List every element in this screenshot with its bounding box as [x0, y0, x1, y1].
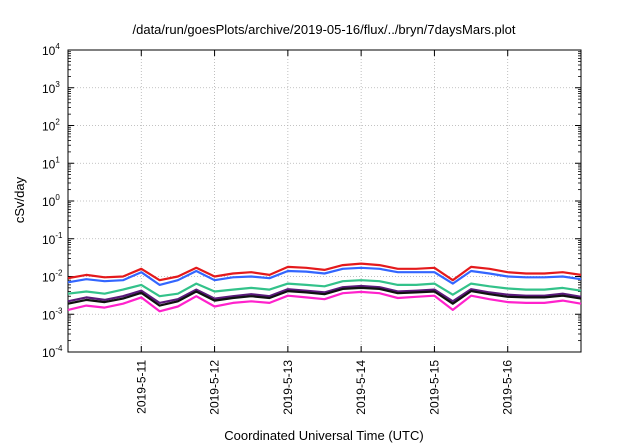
y-tick-exponent: 2	[55, 118, 60, 127]
x-axis: 2019-5-11 2019-5-12 2019-5-13 2019-5-14 2019…	[134, 50, 515, 415]
x-tick-label: 2019-5-13	[281, 360, 295, 415]
series-line-4	[67, 284, 582, 304]
y-tick-base: 10	[42, 82, 56, 96]
series-line-1	[67, 262, 582, 282]
x-tick-label: 2019-5-11	[134, 360, 148, 414]
y-tick-label: 102	[42, 118, 60, 134]
x-tick-label: 2019-5-12	[208, 360, 222, 415]
y-tick-exponent: -2	[55, 269, 63, 278]
y-tick-exponent: -3	[55, 306, 63, 315]
plot-frame	[67, 49, 582, 353]
series-line-2	[67, 266, 582, 286]
y-tick-base: 10	[42, 346, 56, 360]
y-tick-label: 104	[42, 42, 60, 58]
y-tick-label: 10-3	[42, 306, 63, 322]
y-tick-base: 10	[42, 120, 56, 134]
series-group	[67, 262, 582, 313]
y-tick-exponent: 3	[55, 80, 60, 89]
y-tick-base: 10	[42, 44, 56, 58]
y-tick-label: 10-1	[42, 231, 63, 247]
y-tick-label: 101	[42, 155, 60, 171]
x-tick-label: 2019-5-15	[427, 360, 441, 415]
grid	[68, 50, 581, 352]
series-line-6	[67, 290, 582, 313]
y-axis-label: cSv/day	[12, 176, 27, 223]
y-tick-exponent: -4	[55, 344, 63, 353]
x-axis-label: Coordinated Universal Time (UTC)	[224, 428, 423, 443]
y-tick-exponent: 1	[55, 155, 60, 164]
series-line-5	[67, 286, 582, 307]
y-tick-label: 100	[42, 193, 60, 209]
y-tick-base: 10	[42, 195, 56, 209]
y-tick-base: 10	[42, 271, 56, 285]
y-tick-exponent: -1	[55, 231, 63, 240]
x-tick-label: 2019-5-16	[501, 360, 515, 415]
y-tick-base: 10	[42, 308, 56, 322]
y-tick-exponent: 0	[55, 193, 60, 202]
y-tick-base: 10	[42, 233, 56, 247]
series-line-3	[67, 279, 582, 298]
chart-title: /data/run/goesPlots/archive/2019-05-16/f…	[133, 22, 516, 37]
y-tick-exponent: 4	[55, 42, 60, 51]
y-tick-base: 10	[42, 157, 56, 171]
y-tick-label: 103	[42, 80, 60, 96]
y-tick-label: 10-4	[42, 344, 63, 360]
y-tick-label: 10-2	[42, 269, 63, 285]
x-tick-label: 2019-5-14	[354, 360, 368, 415]
